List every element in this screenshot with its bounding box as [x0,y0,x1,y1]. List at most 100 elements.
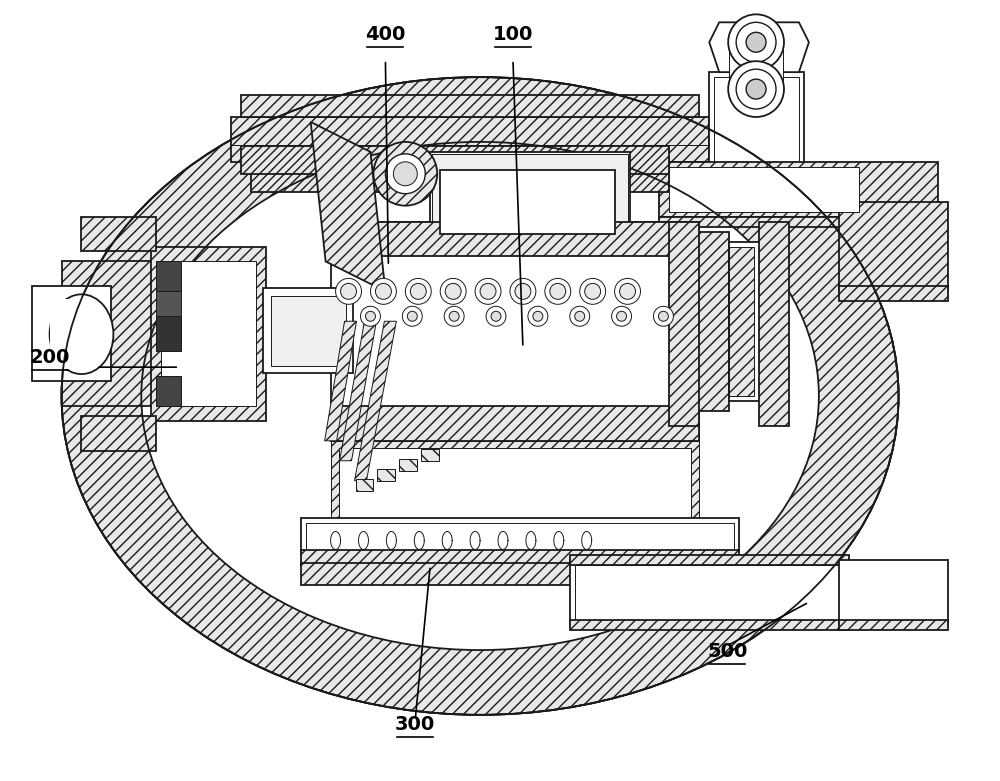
Bar [81,416,156,451]
Circle shape [580,278,606,305]
Bar [306,522,734,551]
Ellipse shape [141,142,819,650]
Circle shape [360,306,380,326]
Bar [241,95,699,117]
Bar [709,72,804,201]
Bar [570,561,849,625]
Polygon shape [311,122,385,291]
Circle shape [445,284,461,299]
Ellipse shape [62,77,899,715]
Bar [241,146,669,174]
Circle shape [440,278,466,305]
Circle shape [736,23,776,62]
Bar [759,222,789,426]
Circle shape [617,312,627,321]
Bar [331,222,699,256]
Bar [714,77,799,197]
Circle shape [615,278,640,305]
Circle shape [449,312,459,321]
Bar [839,561,948,625]
Bar [729,247,754,396]
Circle shape [533,312,543,321]
Circle shape [585,284,601,299]
Bar [301,518,739,555]
Bar [440,169,615,234]
Polygon shape [325,321,357,440]
Circle shape [575,312,585,321]
Bar [377,469,395,480]
Circle shape [746,32,766,52]
Circle shape [336,278,361,305]
Bar [399,458,417,471]
Bar [729,241,764,401]
Text: 100: 100 [493,25,533,45]
Bar [301,551,739,565]
Circle shape [736,70,776,109]
Polygon shape [709,23,809,72]
Circle shape [491,312,501,321]
Bar [839,287,948,301]
Circle shape [407,312,417,321]
Bar [62,262,156,406]
Circle shape [385,154,425,194]
Circle shape [528,306,548,326]
Bar [156,291,181,316]
Polygon shape [340,321,376,461]
Bar [331,222,699,440]
Circle shape [620,284,636,299]
Circle shape [475,278,501,305]
Circle shape [444,306,464,326]
Circle shape [570,306,590,326]
Text: 400: 400 [365,25,406,45]
Circle shape [728,14,784,70]
Polygon shape [729,50,783,82]
Bar [421,449,439,461]
Circle shape [341,284,357,299]
Circle shape [375,284,391,299]
Bar [432,154,628,249]
Bar [156,262,181,291]
Bar [251,157,669,191]
Bar [301,563,739,585]
Bar [339,448,691,543]
Circle shape [653,306,673,326]
Circle shape [365,312,375,321]
Circle shape [402,306,422,326]
Circle shape [405,278,431,305]
Bar [659,162,938,216]
Bar [575,565,844,620]
Bar [263,288,353,373]
Bar [839,201,948,291]
Polygon shape [355,321,396,480]
Bar [659,216,938,226]
Bar [32,287,111,381]
Circle shape [370,278,396,305]
Circle shape [746,79,766,99]
Circle shape [410,284,426,299]
Bar [156,316,181,351]
Circle shape [486,306,506,326]
Bar [570,555,849,565]
Circle shape [612,306,632,326]
Bar [669,222,699,426]
Bar [50,299,84,369]
Bar [156,376,181,406]
Text: 200: 200 [29,348,70,367]
Polygon shape [331,440,699,551]
Bar [356,479,373,490]
Circle shape [545,278,571,305]
Bar [151,247,266,421]
Circle shape [480,284,496,299]
Circle shape [728,61,784,117]
Bar [570,620,849,630]
Bar [430,152,630,251]
Circle shape [658,312,668,321]
Bar [331,406,699,440]
Bar [839,620,948,630]
Text: 300: 300 [395,715,435,734]
Bar [231,117,709,162]
Bar [669,167,859,212]
Circle shape [515,284,531,299]
Bar [161,262,256,406]
Text: 500: 500 [707,642,747,662]
